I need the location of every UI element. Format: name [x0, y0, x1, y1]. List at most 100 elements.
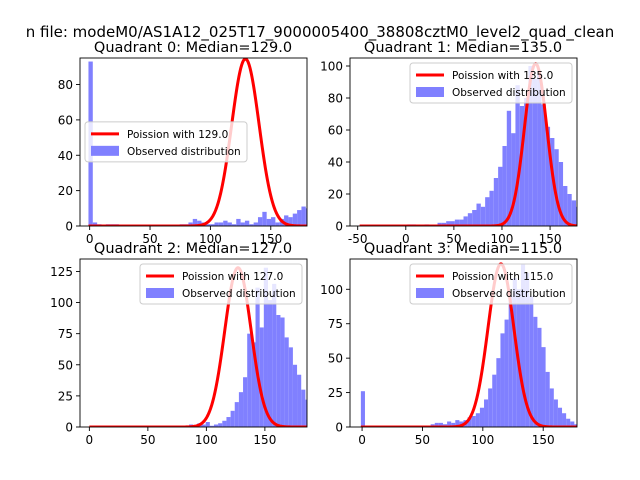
q1-hist-bar [476, 203, 481, 226]
q2-legend: Poission with 127.0 Observed distribution [139, 263, 303, 305]
q3-hist-bar [541, 347, 546, 427]
q0-hist-bar [305, 208, 307, 226]
q1-hist-bar [541, 104, 546, 226]
q2-hist-bar [284, 337, 289, 427]
q2-legend-label-observed: Observed distribution [182, 288, 296, 300]
q1-hist-bar [454, 219, 460, 226]
q1-legend-label-poisson: Poission with 135.0 [452, 70, 553, 82]
subplot-quadrant-0: Quadrant 0: Median=129.0 0 50 100 150 0 20 40 6… [58, 40, 308, 246]
q1-hist-bar [446, 221, 451, 226]
q2-y-tick-label: 75 [58, 327, 73, 341]
q1-hist-bar [489, 190, 494, 226]
q0-hist-bar [236, 218, 241, 226]
q3-hist-bar [553, 399, 558, 427]
q3-axes-frame [349, 258, 578, 428]
q2-hist-bar [213, 424, 219, 427]
q0-y-tick-label: 20 [58, 184, 73, 198]
q1-legend: Poission with 135.0 Observed distribution [409, 62, 573, 104]
q2-plot-area [88, 266, 307, 427]
q0-legend-label-observed: Observed distribution [127, 146, 241, 158]
q2-hist-bar [247, 333, 252, 427]
q0-hist-bar [188, 222, 193, 226]
q0-hist-bar [301, 206, 306, 226]
q1-hist-bar [571, 200, 577, 226]
q3-hist-bar [438, 422, 443, 427]
q0-hist-bar [297, 210, 302, 226]
q3-hist-bar [566, 418, 571, 427]
q1-y-tick-label: 60 [328, 124, 343, 138]
q1-hist-bar [459, 219, 464, 226]
q3-hist-bar [479, 407, 485, 427]
subplot-quadrant-3: Quadrant 3: Median=115.0 0 50 100 150 0 25 50 7… [320, 241, 578, 447]
q0-hist-bar [266, 218, 272, 226]
q0-legend-label-poisson: Poission with 129.0 [127, 129, 228, 141]
q0-hist-bar [231, 224, 237, 226]
q3-hist-bar [467, 417, 472, 427]
q0-y-tick-label: 40 [58, 149, 73, 163]
q3-x-tick-label: 50 [415, 433, 430, 447]
q3-hist-bar [434, 422, 439, 427]
q1-y-tick-label: 20 [328, 188, 343, 202]
q1-hist-bar [502, 146, 507, 226]
q3-legend-label-poisson: Poission with 115.0 [452, 271, 553, 283]
q3-legend-label-observed: Observed distribution [452, 288, 566, 300]
q0-hist-bar [192, 218, 198, 226]
q0-x-tick-label: 50 [142, 232, 157, 246]
subplot-title-quadrant-3: Quadrant 3: Median=115.0 [364, 241, 562, 257]
q1-hist-bar [472, 210, 477, 226]
q1-hist-bar [576, 206, 577, 226]
q1-hist-bar [558, 162, 564, 226]
q0-hist-bar [244, 220, 250, 226]
subplot-quadrant-1: Quadrant 1: Median=135.0 -50 0 50 100 150 0 20… [320, 40, 578, 246]
q2-hist-bar [251, 342, 256, 427]
q1-axes-frame [349, 57, 578, 227]
q2-hist-bar [234, 402, 239, 427]
q1-legend-label-observed: Observed distribution [452, 87, 566, 99]
q2-hist-bar [297, 374, 302, 427]
q0-hist-bar [214, 222, 219, 226]
q0-hist-bar [262, 211, 267, 226]
q2-hist-bar [292, 364, 298, 427]
q3-hist-bar [525, 272, 530, 427]
q1-hist-bar [480, 206, 486, 226]
q0-hist-bar [253, 222, 258, 226]
q2-y-tick-label: 125 [50, 265, 73, 279]
q1-hist-bar [532, 78, 538, 226]
q3-hist-bar [529, 296, 534, 427]
q2-hist-bar [255, 287, 260, 427]
q1-y-tick-label: 40 [328, 156, 343, 170]
q0-hist-bar [240, 222, 245, 226]
q0-x-tick-label: 150 [259, 232, 282, 246]
q1-hist-bar [554, 149, 559, 226]
q2-hist-bar [263, 267, 268, 427]
q0-hist-bar [284, 215, 289, 226]
q2-x-tick-label: 50 [140, 433, 155, 447]
q3-hist-bar [537, 327, 542, 427]
q1-hist-bar [485, 197, 490, 226]
q0-hist-bar [292, 213, 298, 226]
q2-legend-box [139, 263, 303, 305]
q3-legend: Poission with 115.0 Observed distribution [409, 263, 573, 305]
q0-legend: Poission with 129.0 Observed distribution [84, 121, 248, 163]
subplot-title-quadrant-2: Quadrant 2: Median=127.0 [94, 241, 292, 257]
q0-hist-bar [288, 217, 293, 226]
q3-legend-swatch-bar [416, 288, 444, 298]
q2-x-tick-label: 0 [86, 433, 94, 447]
q2-hist-bar [272, 283, 277, 427]
q0-hist-bar [249, 224, 254, 226]
q2-hist-bar [218, 423, 223, 427]
q0-x-tick-label: 100 [199, 232, 222, 246]
q3-y-tick-label: 50 [328, 352, 343, 366]
q3-x-tick-label: 100 [471, 433, 494, 447]
q3-hist-bar [447, 421, 452, 427]
q1-legend-box [409, 62, 573, 104]
q0-poisson-line [87, 58, 307, 226]
q1-y-tick-label: 80 [328, 92, 343, 106]
q2-hist-bar [288, 347, 293, 427]
q2-legend-label-poisson: Poission with 127.0 [182, 271, 283, 283]
q3-hist-bar [557, 407, 563, 427]
q2-hist-bar [226, 417, 231, 427]
subplot-title-quadrant-1: Quadrant 1: Median=135.0 [364, 40, 562, 56]
q3-y-tick-label: 25 [328, 386, 343, 400]
subplot-quadrant-2: Quadrant 2: Median=127.0 0 50 100 150 0 25 50 7… [50, 241, 308, 447]
